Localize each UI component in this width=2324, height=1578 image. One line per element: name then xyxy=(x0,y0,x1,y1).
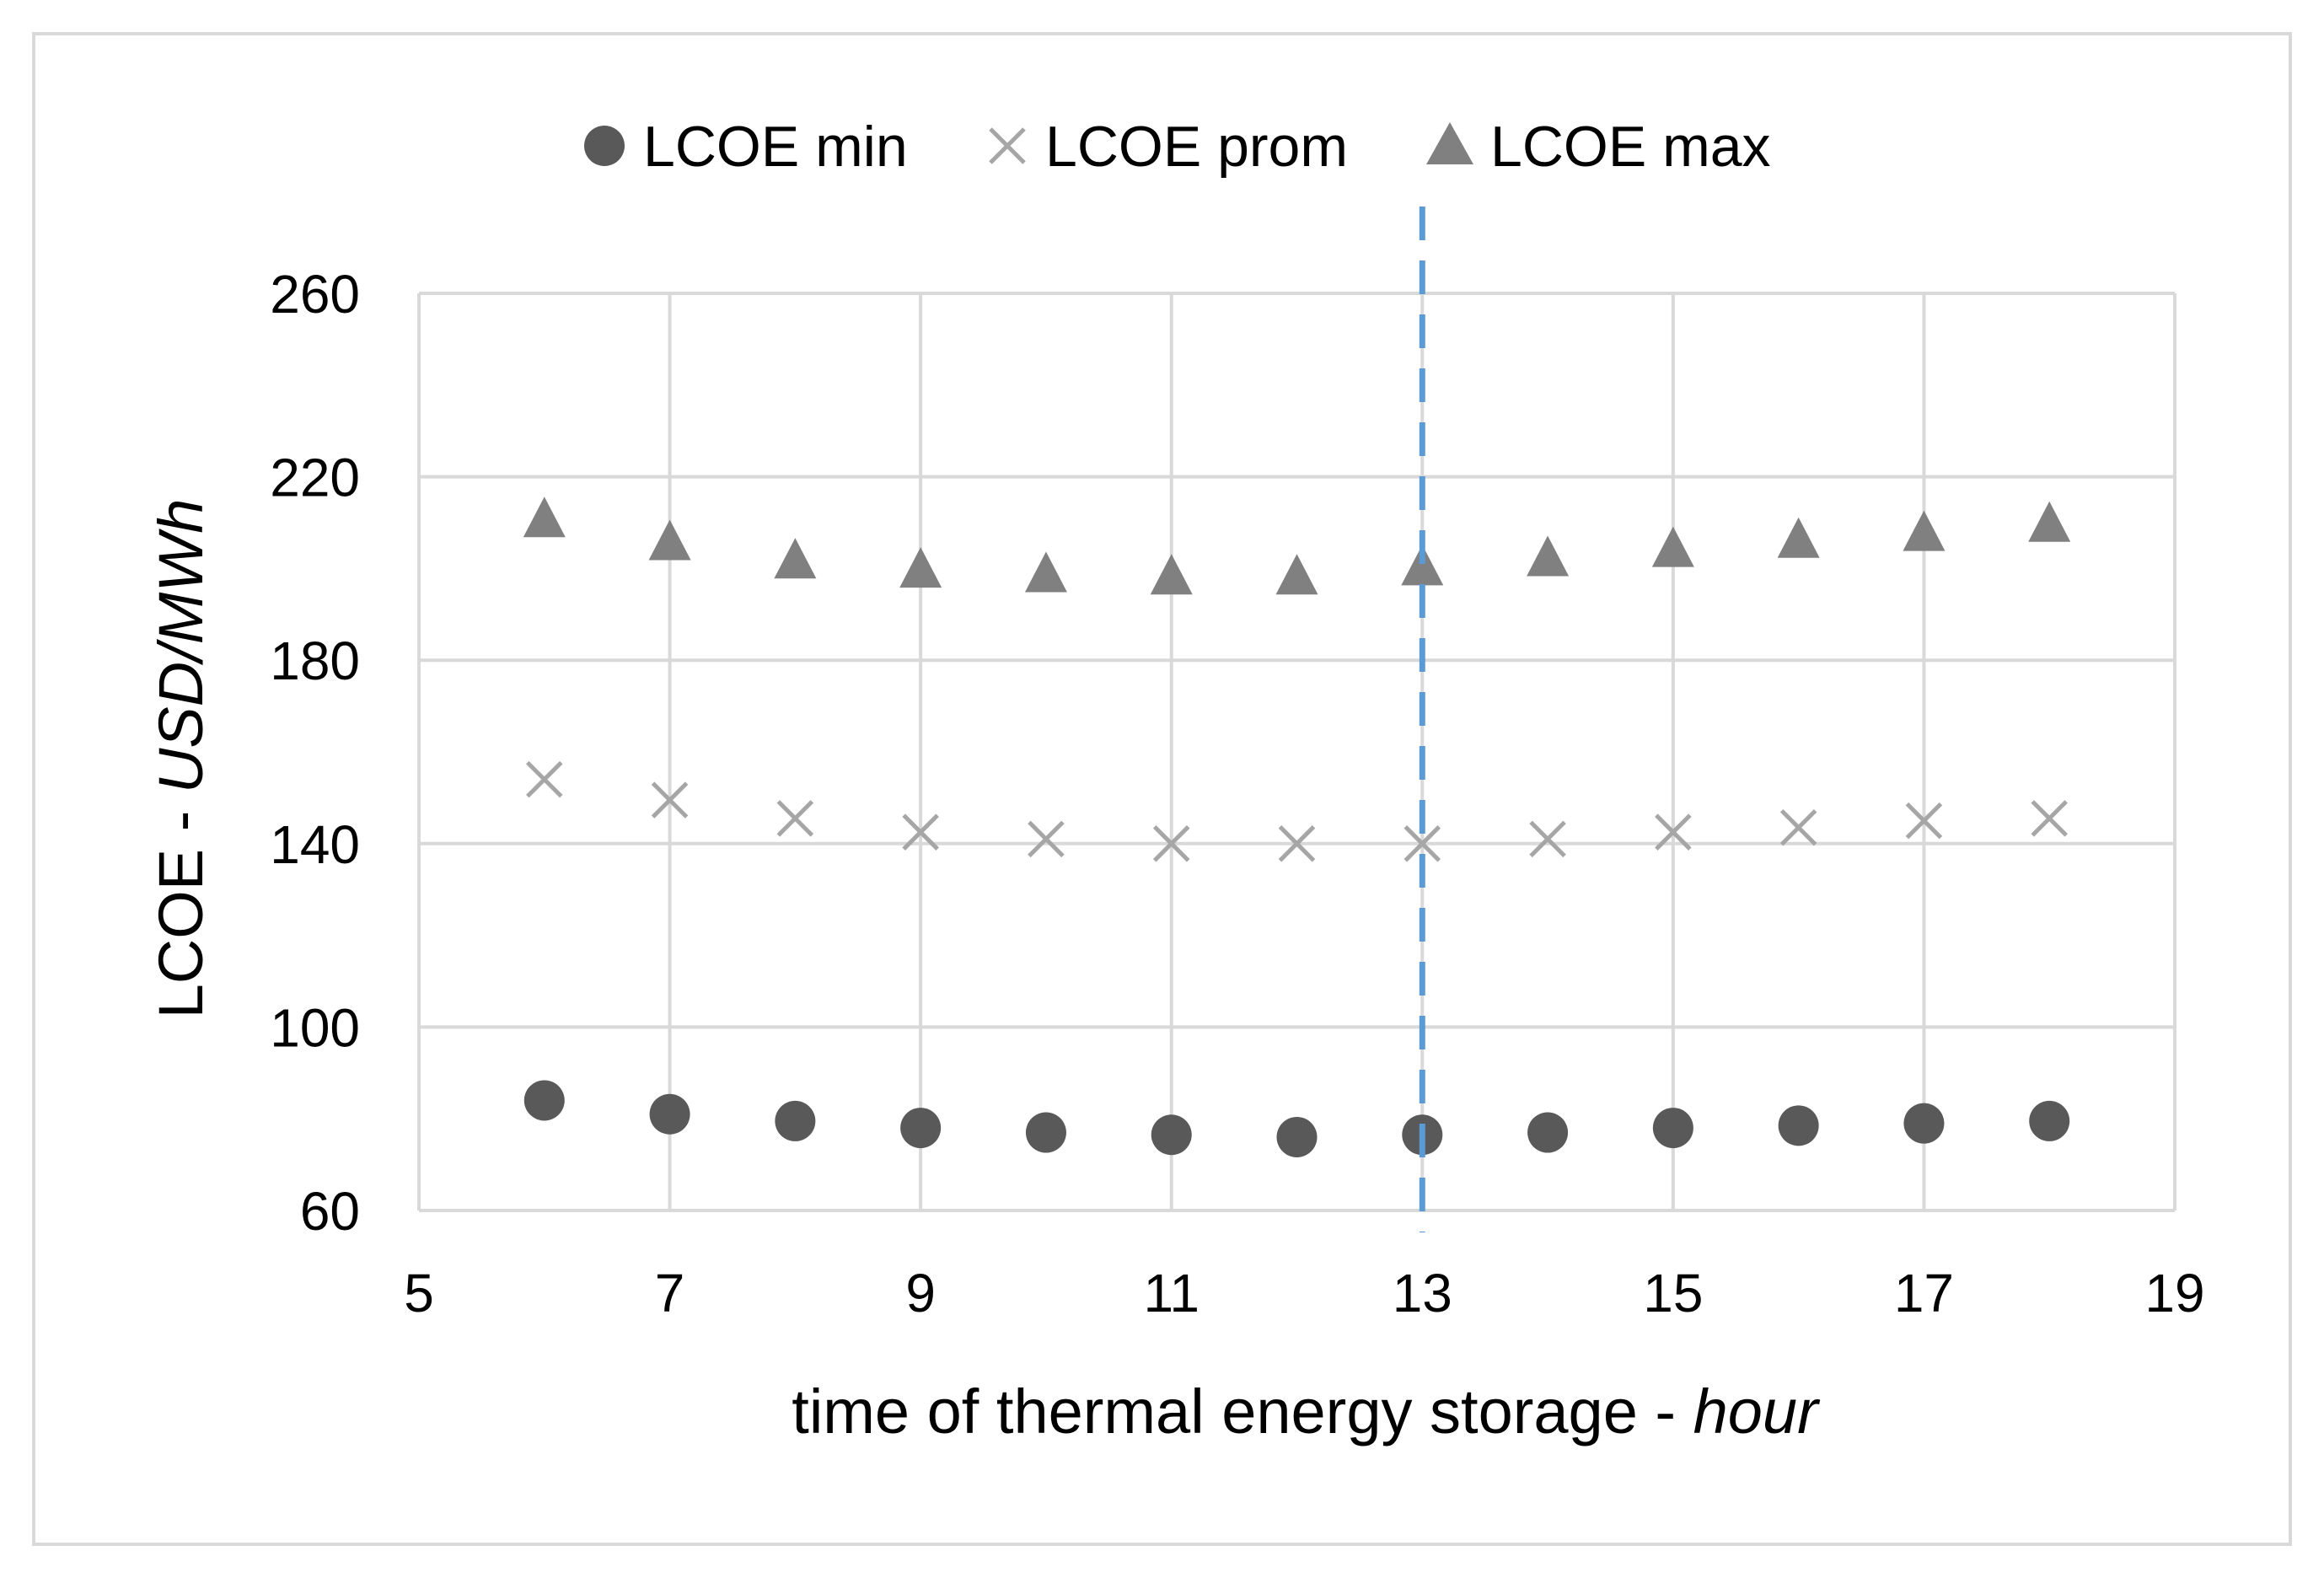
point-lcoe-prom-7 xyxy=(651,781,689,819)
legend-marker-lcoe-min xyxy=(584,126,625,166)
point-lcoe-max-15 xyxy=(1651,526,1694,567)
point-lcoe-min-11 xyxy=(1151,1114,1192,1156)
x-tick-label-9: 9 xyxy=(905,1263,936,1323)
series-lcoe-min xyxy=(523,1080,2070,1157)
point-lcoe-max-10 xyxy=(1024,551,1067,593)
point-lcoe-max-6 xyxy=(523,496,566,538)
point-lcoe-min-9 xyxy=(900,1108,942,1149)
point-lcoe-prom-12 xyxy=(1278,825,1316,862)
point-lcoe-max-11 xyxy=(1150,554,1193,595)
point-lcoe-max-12 xyxy=(1275,554,1318,595)
chart-area-border xyxy=(32,32,2292,1546)
point-lcoe-prom-9 xyxy=(902,813,939,851)
y-tick-label-60: 60 xyxy=(300,1181,360,1242)
point-lcoe-prom-8 xyxy=(776,800,814,837)
point-lcoe-prom-15 xyxy=(1655,813,1692,851)
point-lcoe-min-7 xyxy=(649,1093,690,1135)
point-lcoe-max-9 xyxy=(899,547,942,588)
point-lcoe-max-13 xyxy=(1401,545,1444,586)
point-lcoe-min-8 xyxy=(775,1100,816,1141)
point-lcoe-max-16 xyxy=(1777,517,1820,558)
legend-marker-lcoe-prom xyxy=(989,127,1026,164)
y-axis-title-unit: USD/MWh xyxy=(146,499,216,793)
point-lcoe-prom-18 xyxy=(2031,800,2068,837)
point-lcoe-max-8 xyxy=(774,538,817,579)
point-lcoe-max-18 xyxy=(2028,501,2071,542)
point-lcoe-min-17 xyxy=(1903,1103,1945,1144)
x-tick-label-15: 15 xyxy=(1643,1263,1703,1323)
series-lcoe-max xyxy=(523,496,2071,595)
point-lcoe-max-14 xyxy=(1527,535,1570,577)
legend-x-glyph xyxy=(989,127,1026,164)
legend-marker-lcoe-max xyxy=(1426,122,1473,164)
legend: LCOE min LCOE prom LCOE max xyxy=(584,115,1771,179)
point-lcoe-min-15 xyxy=(1652,1108,1693,1149)
point-lcoe-max-17 xyxy=(1903,510,1946,551)
point-lcoe-prom-17 xyxy=(1905,802,1943,840)
point-lcoe-min-14 xyxy=(1527,1112,1569,1153)
x-axis-title-unit: hour xyxy=(1693,1377,1821,1446)
point-lcoe-min-16 xyxy=(1778,1105,1819,1146)
data-series xyxy=(523,496,2071,1157)
point-lcoe-min-10 xyxy=(1025,1112,1066,1153)
y-tick-label-100: 100 xyxy=(270,997,360,1058)
y-tick-labels: 60 100 140 180 220 260 xyxy=(270,264,360,1242)
x-tick-label-11: 11 xyxy=(1143,1263,1199,1323)
point-lcoe-min-12 xyxy=(1276,1116,1318,1157)
point-lcoe-min-18 xyxy=(2029,1100,2070,1141)
x-tick-label-19: 19 xyxy=(2144,1263,2204,1323)
x-axis-title-text: time of thermal energy storage - xyxy=(792,1377,1693,1446)
point-lcoe-prom-14 xyxy=(1529,820,1566,858)
x-tick-label-17: 17 xyxy=(1894,1263,1954,1323)
x-tick-labels: 5 7 9 11 13 15 17 19 xyxy=(404,1263,2204,1323)
series-lcoe-prom xyxy=(526,760,2068,862)
legend-label-lcoe-prom: LCOE prom xyxy=(1045,115,1348,179)
point-lcoe-min-6 xyxy=(523,1080,565,1121)
x-tick-label-5: 5 xyxy=(404,1263,434,1323)
y-tick-label-220: 220 xyxy=(270,448,360,508)
point-lcoe-prom-6 xyxy=(526,760,563,798)
point-lcoe-prom-13 xyxy=(1404,825,1441,862)
point-lcoe-prom-11 xyxy=(1152,825,1190,862)
y-axis-title-text: LCOE - xyxy=(146,793,216,1018)
y-tick-label-260: 260 xyxy=(270,264,360,325)
y-axis-title: LCOE - USD/MWh xyxy=(146,499,216,1019)
point-lcoe-prom-10 xyxy=(1028,820,1065,858)
legend-label-lcoe-min: LCOE min xyxy=(643,115,908,179)
x-tick-label-13: 13 xyxy=(1393,1263,1452,1323)
point-lcoe-prom-16 xyxy=(1779,808,1817,846)
gridlines xyxy=(417,292,2176,1212)
y-tick-label-140: 140 xyxy=(270,814,360,875)
x-tick-label-7: 7 xyxy=(655,1263,685,1323)
x-axis-title: time of thermal energy storage - hour xyxy=(792,1377,1821,1446)
point-lcoe-max-7 xyxy=(648,519,691,561)
legend-label-lcoe-max: LCOE max xyxy=(1490,115,1771,179)
y-tick-label-180: 180 xyxy=(270,631,360,691)
